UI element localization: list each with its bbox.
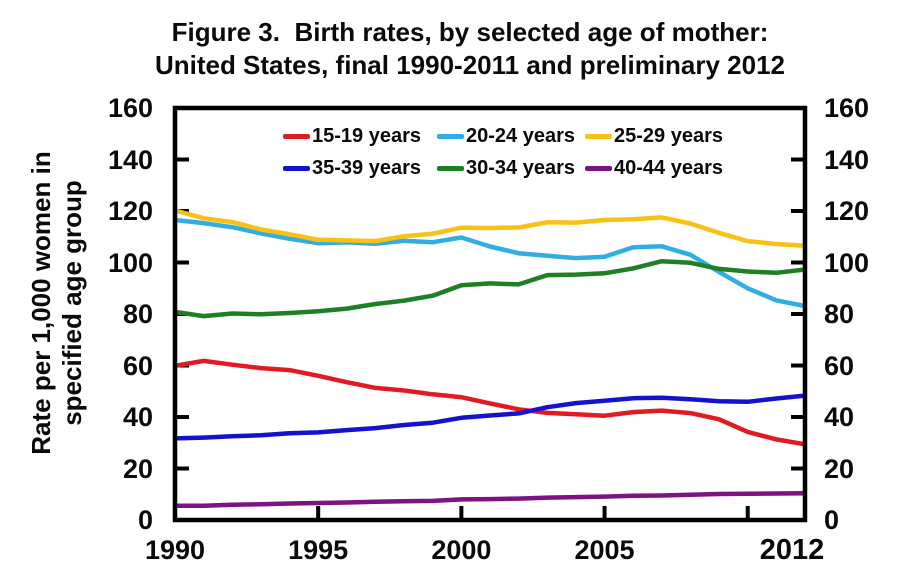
series-line-40-44-years [175,490,806,509]
y-tick-label-right: 20 [824,453,855,484]
y-tick-label-left: 60 [122,350,153,381]
legend-swatch-icon [437,133,464,139]
y-tick-label-left: 160 [107,93,153,123]
legend-swatch-icon [283,165,310,171]
legend-label: 15-19 years [312,124,421,147]
series-line-20-24-years [174,217,806,309]
y-tick-label-left: 120 [107,196,153,226]
y-tick-label-left: 80 [122,299,153,329]
y-tick-label-right: 160 [824,93,870,123]
legend-item-25-29-years: 25-29 years [585,123,723,149]
series-line-35-39-years [174,393,806,441]
legend-label: 25-29 years [614,124,723,147]
legend-label: 20-24 years [466,124,575,147]
y-tick-label-left: 40 [122,402,153,432]
y-tick-label-right: 0 [824,505,840,535]
figure-title-line2: United States, final 1990-2011 and preli… [154,50,786,80]
legend-item-15-19-years: 15-19 years [283,123,421,149]
series-line-25-29-years [174,208,806,249]
legend-label: 40-44 years [614,156,723,179]
y-tick-label-right: 100 [824,247,870,278]
y-tick-label-left: 100 [107,247,153,278]
legend-item-20-24-years: 20-24 years [437,123,575,149]
y-tick-label-left: 20 [122,453,153,484]
y-tick-label-right: 80 [824,299,855,329]
legend-label: 30-34 years [466,156,575,179]
plot-border [172,105,808,523]
legend-swatch-icon [585,165,612,171]
legend-item-35-39-years: 35-39 years [283,155,421,181]
y-tick-label-right: 40 [824,402,855,432]
x-tick-label-1990: 1990 [144,535,206,565]
figure-title-line1: Figure 3. Birth rates, by selected age o… [171,17,769,47]
x-tick-label-1995: 1995 [288,535,349,565]
x-tick-label-2012: 2012 [759,534,825,566]
y-tick-label-right: 120 [824,196,870,226]
legend-item-30-34-years: 30-34 years [437,155,575,181]
series-line-15-19-years [174,358,806,447]
y-tick-label-right: 60 [824,350,855,381]
legend-swatch-icon [283,133,310,139]
y-tick-label-right: 140 [824,144,870,175]
legend-label: 35-39 years [312,156,421,179]
x-tick-label-2005: 2005 [574,535,635,565]
legend-item-40-44-years: 40-44 years [585,155,723,181]
legend-swatch-icon [437,165,464,171]
y-tick-label-left: 0 [137,505,153,535]
figure-title: Figure 3. Birth rates, by selected age o… [60,16,880,82]
x-tick-label-2000: 2000 [431,535,492,565]
series-line-30-34-years [174,258,806,319]
legend-swatch-icon [585,133,612,139]
y-tick-label-left: 140 [107,144,153,175]
